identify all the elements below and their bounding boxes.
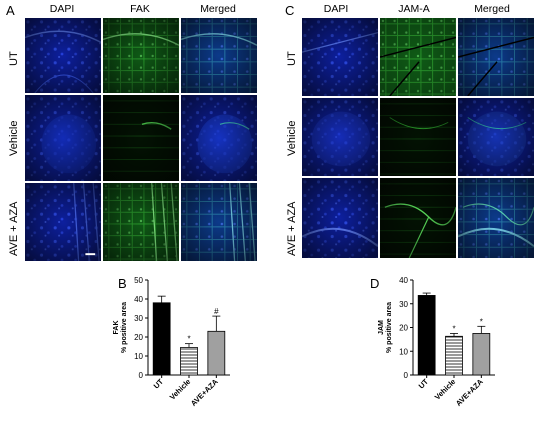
micrograph-ut-fak <box>102 17 180 94</box>
micrograph-vehicle-merged-a <box>180 94 258 182</box>
bar-chart-jam: 0 10 20 30 40 JAM% positive area UT * Vehicle * AV… <box>378 276 495 408</box>
y-axis-label-line1: FAK <box>113 321 120 335</box>
panel-label-a: A <box>6 3 15 18</box>
row-label-ut-c: UT <box>286 51 298 66</box>
column-header-fak: FAK <box>130 3 150 15</box>
significance-marker: * <box>187 335 190 344</box>
micrograph-vehicle-fak <box>102 94 180 182</box>
micrograph-vehicle-merged-c <box>457 97 535 177</box>
micrograph-vehicle-jam-a <box>379 97 457 177</box>
y-tick-label: 40 <box>399 276 408 285</box>
micrograph-ave-aza-dapi-a <box>24 182 102 262</box>
column-header-merged-a: Merged <box>200 3 236 15</box>
significance-marker: * <box>452 324 455 333</box>
column-header-dapi-a: DAPI <box>49 3 75 15</box>
micrograph-ave-aza-dapi-c <box>301 177 379 259</box>
x-tick-label: Vehicle <box>433 377 458 402</box>
bar-ut <box>417 295 436 376</box>
panel-label-c: C <box>285 3 295 18</box>
column-header-jam-a: JAM-A <box>398 3 430 15</box>
y-tick-label: 20 <box>134 333 143 342</box>
y-tick-label: 50 <box>134 276 143 285</box>
micrograph-ut-merged-c <box>457 17 535 97</box>
y-tick-label: 0 <box>139 371 144 380</box>
column-header-merged-c: Merged <box>474 3 510 15</box>
y-axis-label-line1: JAM <box>378 320 385 335</box>
panel-label-d: D <box>370 276 380 291</box>
y-tick-label: 20 <box>399 324 408 333</box>
row-label-vehicle-c: Vehicle <box>286 120 298 156</box>
x-tick-label: UT <box>152 377 166 391</box>
y-tick-label: 10 <box>399 347 408 356</box>
row-label-ut-a: UT <box>8 51 20 66</box>
micrograph-ave-aza-jam-a <box>379 177 457 259</box>
y-tick-label: 30 <box>134 314 143 323</box>
x-tick-label: Vehicle <box>168 377 193 402</box>
micrograph-vehicle-dapi-c <box>301 97 379 177</box>
significance-marker: # <box>214 307 219 316</box>
significance-marker: * <box>480 317 483 326</box>
micrograph-ave-aza-fak <box>102 182 180 262</box>
bar-chart-fak: 0 10 20 30 40 50 FAK% positive area UT * Vehicle #… <box>113 276 230 408</box>
row-label-vehicle-a: Vehicle <box>8 120 20 156</box>
row-label-ave-aza-c: AVE + AZA <box>286 201 298 256</box>
x-tick-label: AVE+AZA <box>454 377 485 408</box>
row-label-ave-aza-a: AVE + AZA <box>8 201 20 256</box>
bar-vehicle <box>180 347 198 376</box>
column-header-dapi-c: DAPI <box>323 3 349 15</box>
y-axis-label-line2: % positive area <box>121 302 128 353</box>
micrograph-ave-aza-merged-c <box>457 177 535 259</box>
x-tick-label: UT <box>417 377 431 391</box>
micrograph-ut-dapi-c <box>301 17 379 97</box>
micrograph-ut-merged-a <box>180 17 258 94</box>
micrograph-ut-dapi-a <box>24 17 102 94</box>
y-tick-label: 40 <box>134 295 143 304</box>
bar-vehicle <box>445 335 463 376</box>
bar-ave-aza <box>472 333 491 376</box>
bar-ave-aza <box>207 330 226 376</box>
micrograph-ut-jam-a <box>379 17 457 97</box>
panel-label-b: B <box>118 276 127 291</box>
y-axis-label-line2: % positive area <box>386 302 393 353</box>
y-tick-label: 0 <box>404 371 409 380</box>
y-tick-label: 10 <box>134 352 143 361</box>
micrograph-ave-aza-merged-a <box>180 182 258 262</box>
x-tick-label: AVE+AZA <box>189 377 220 408</box>
bar-ut <box>152 302 171 376</box>
y-tick-label: 30 <box>399 300 408 309</box>
micrograph-vehicle-dapi-a <box>24 94 102 182</box>
